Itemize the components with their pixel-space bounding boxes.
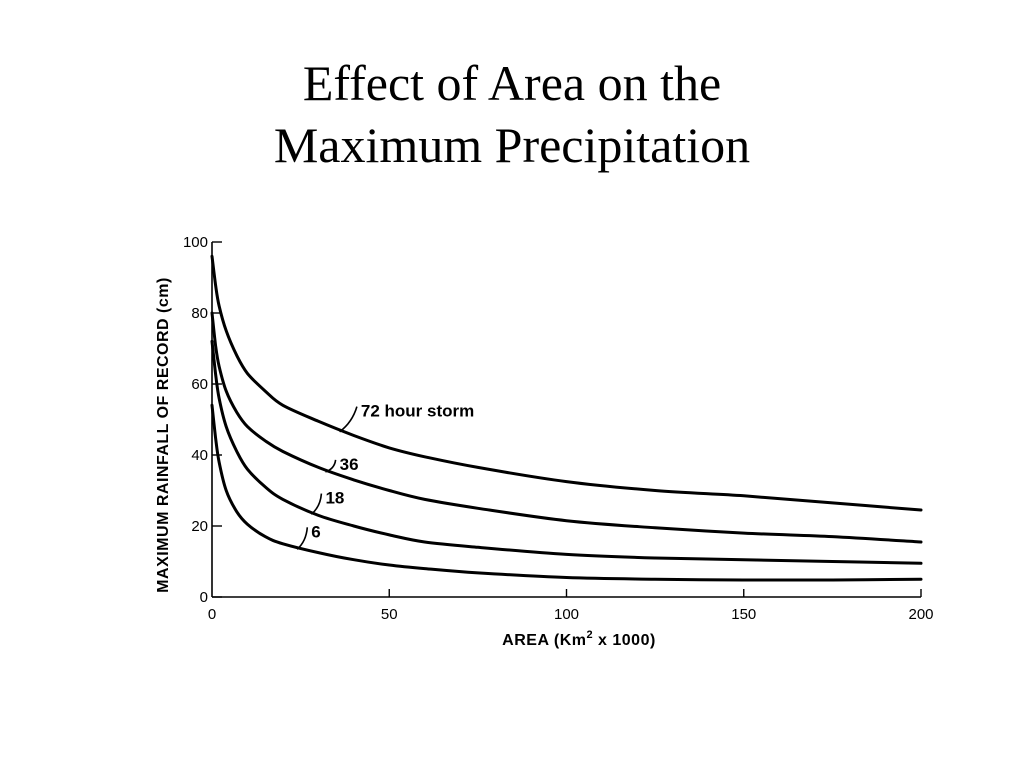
series-line-18 [210,339,923,565]
label-leader-6 [296,527,309,550]
x-tick-label-150: 150 [731,606,756,623]
x-tick-label-200: 200 [908,606,933,623]
chart-series [210,254,923,582]
chart-axes: 0 20 40 60 80 100 0 50 100 150 200 [183,234,934,623]
y-tick-label-60: 60 [191,376,208,393]
label-leader-36 [325,459,337,473]
x-axis-label-suffix: x 1000) [593,632,656,649]
series-line-6 [210,403,923,582]
y-tick-label-100: 100 [183,234,208,251]
y-tick-label-80: 80 [191,305,208,322]
label-leader-18 [310,493,323,515]
series-label-72-hour-storm: 72 hour storm [361,402,474,421]
y-tick-label-0: 0 [200,589,208,606]
y-tick-label-40: 40 [191,447,208,464]
slide-title-line-1: Effect of Area on the [302,55,722,111]
series-line-72-hour-storm [210,254,923,512]
series-label-36: 36 [340,455,359,474]
x-axis-label: AREA (Km2 x 1000) [502,629,656,649]
series-label-18: 18 [325,489,344,508]
label-leader-72-hour-storm [339,406,358,433]
series-line-36 [210,311,923,544]
chart-series-labels: 72 hour storm 36 18 6 [296,402,474,550]
x-axis-label-superscript: 2 [586,629,593,641]
x-tick-label-0: 0 [208,606,216,623]
series-label-6: 6 [311,522,320,541]
slide-title: Effect of Area on the Maximum Precipitat… [0,52,1024,176]
x-axis-label-main: AREA (Km [502,632,586,649]
y-axis-label: MAXIMUM RAINFALL OF RECORD (cm) [155,277,172,593]
x-tick-label-100: 100 [554,606,579,623]
y-tick-label-20: 20 [191,518,208,535]
slide-title-line-2: Maximum Precipitation [273,117,751,173]
x-tick-label-50: 50 [381,606,398,623]
